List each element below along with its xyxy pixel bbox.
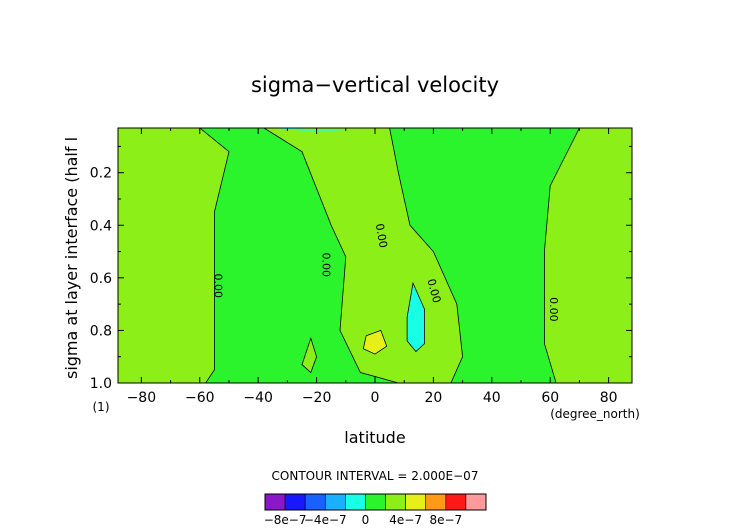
y-tick-label: 0.6 xyxy=(90,271,112,287)
chart-title: sigma−vertical velocity xyxy=(251,73,499,97)
x-tick-label: 60 xyxy=(541,390,559,406)
y-tick-label: 0.8 xyxy=(90,323,112,339)
contour-label: 0.00 xyxy=(319,252,332,277)
contour-label: 0.00 xyxy=(373,223,390,249)
contour-positive-cell-4e7 xyxy=(362,329,388,355)
colorbar-label: 4e−7 xyxy=(389,513,422,527)
x-tick-label: 40 xyxy=(483,390,501,406)
colorbar-swatch xyxy=(324,493,346,511)
colorbar-swatch xyxy=(405,493,427,511)
colorbar-label: 0 xyxy=(362,513,370,527)
contour-labels: 0.00 0.00 0.00 0.00 0.00 xyxy=(211,223,560,322)
colorbar-swatch xyxy=(385,493,406,511)
colorbar-swatch xyxy=(425,493,447,511)
region-positive-band-east xyxy=(544,128,632,383)
colorbar-swatch xyxy=(365,493,386,511)
x-tick-label: 0 xyxy=(371,390,380,406)
y-tick-label: 0.4 xyxy=(90,218,112,234)
contour-negative-cell-2e7 xyxy=(406,281,426,353)
contour-small-cell-south xyxy=(301,337,318,374)
colorbar-swatch xyxy=(304,493,326,511)
colorbar-swatch xyxy=(465,493,487,511)
colorbar-swatch xyxy=(284,493,306,511)
x-tick-label: −40 xyxy=(243,390,273,406)
x-axis-label: latitude xyxy=(344,428,405,447)
contour-label: 0.00 xyxy=(211,273,224,298)
colorbar-label: −4e−7 xyxy=(304,513,347,527)
colorbar-swatch xyxy=(345,493,366,511)
contour-interval-text: CONTOUR INTERVAL = 2.000E−07 xyxy=(272,469,479,483)
axes: −80 −60 −40 −20 0 20 40 60 80 0.2 0.4 0.6 0.8 1.0 xyxy=(90,127,633,406)
region-positive-cell-4e7 xyxy=(363,330,387,355)
x-tick-label: −60 xyxy=(185,390,215,406)
region-top-strip xyxy=(272,128,346,131)
y-axis-label: sigma at layer interface (half l xyxy=(62,137,81,379)
x-tick-label: 20 xyxy=(424,390,442,406)
colorbar-label: −8e−7 xyxy=(264,513,307,527)
x-axis-unit: (degree_north) xyxy=(550,407,640,421)
contour-label: 0.00 xyxy=(424,277,443,304)
x-tick-label: −20 xyxy=(302,390,332,406)
region-small-cell-south xyxy=(302,338,317,373)
region-positive-band-south xyxy=(118,128,229,383)
colorbar-swatch xyxy=(264,493,286,511)
y-tick-label: 1.0 xyxy=(90,376,112,392)
colorbar: −8e−7−4e−7 0 4e−7 8e−7 xyxy=(264,493,487,527)
y-tick-label: 0.2 xyxy=(90,166,112,182)
colorbar-frame xyxy=(264,493,487,511)
contour-label: 0.00 xyxy=(547,297,560,322)
y-axis-unit: (1) xyxy=(93,400,110,414)
colorbar-label: 8e−7 xyxy=(429,513,462,527)
plot-area xyxy=(118,128,632,383)
x-tick-label: 80 xyxy=(600,390,618,406)
x-tick-label: −80 xyxy=(127,390,157,406)
colorbar-swatch xyxy=(445,493,467,511)
